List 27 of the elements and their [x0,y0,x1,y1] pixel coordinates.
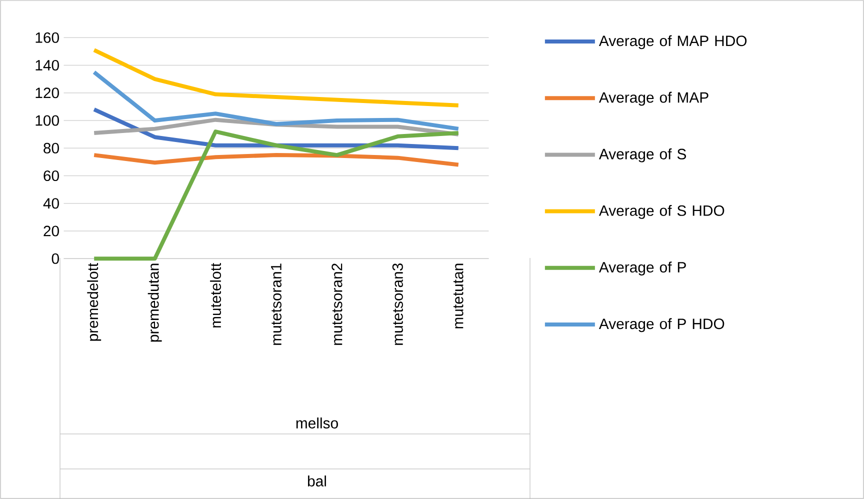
line-series [92,70,460,131]
text: bal [308,476,326,486]
x-tick-label: mutetutan [453,264,464,328]
legend-label: Average of S [598,148,686,162]
line-series [92,130,460,261]
line-series [92,153,460,167]
text: mellso [296,418,338,428]
x-tick-label: mutetsoran1 [271,264,282,345]
y-tick-label: 60 [44,170,59,182]
y-tick-label: 80 [44,142,59,154]
y-tick-label: 120 [36,88,59,98]
x-tick-label: mutetelott [210,262,222,328]
y-tick-label: 140 [36,60,59,71]
legend-label: Average of MAP HDO [598,35,747,50]
x-tick-label: premedelott [87,262,102,341]
legend-label: Average of P [598,262,686,276]
x-tick-label: mutetsoran2 [332,264,342,345]
y-tick-label: 100 [36,115,59,126]
x-tick-label: premedutan [148,264,162,342]
y-tick-label: 20 [44,226,59,236]
legend-label: Average of S HDO [598,204,724,219]
x-tick-label: mutetsoran3 [392,263,403,345]
y-tick-label: 160 [36,32,59,43]
legend-label: Average of MAP [598,92,708,106]
y-tick-label: 0 [52,253,59,264]
legend-label: Average of P HDO [598,318,724,332]
y-tick-label: 40 [43,198,59,209]
